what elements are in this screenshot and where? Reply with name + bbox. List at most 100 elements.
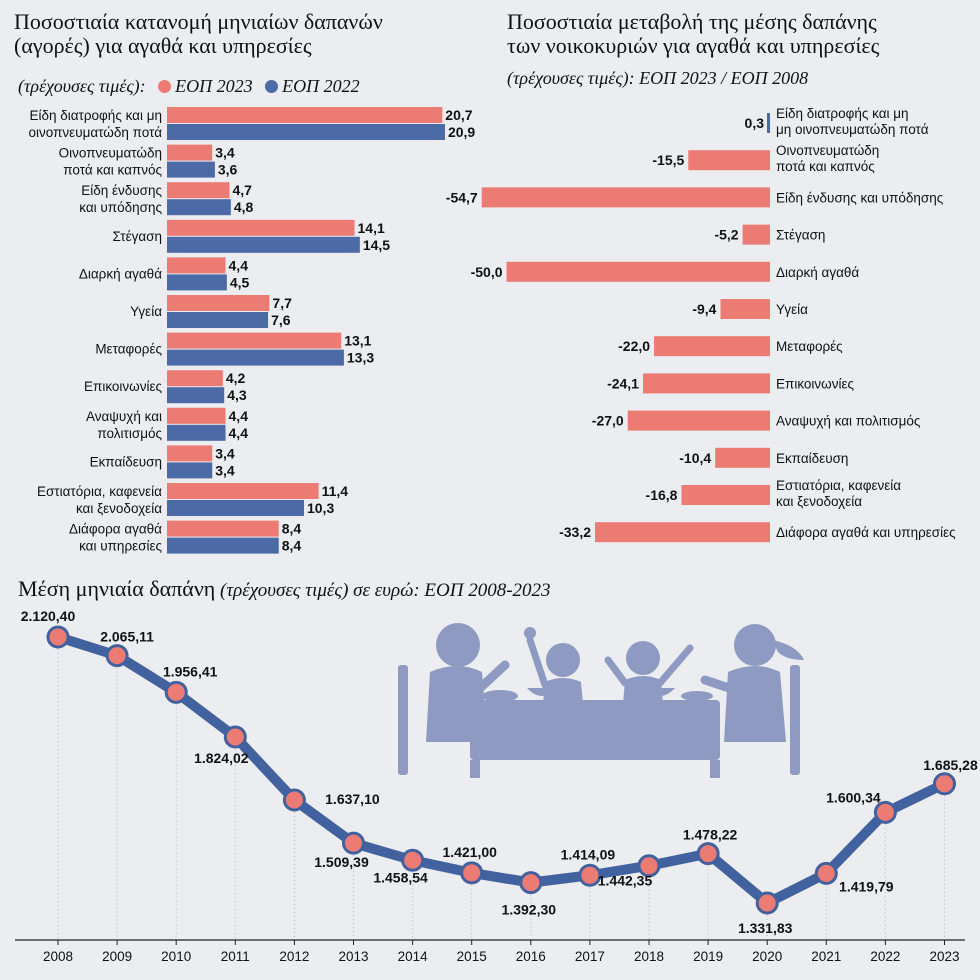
bar-2022-value-label: 3,6 [218, 162, 238, 178]
x-tick-label: 2019 [693, 949, 723, 964]
bar-2023 [167, 182, 230, 199]
bar-2023 [167, 370, 223, 387]
left-chart-title: Ποσοστιαία κατανομή μηνιαίων δαπανών (αγ… [14, 10, 383, 58]
data-point-label: 1.392,30 [502, 902, 557, 918]
data-point-label: 1.478,22 [683, 827, 738, 843]
right-chart-title: Ποσοστιαία μεταβολή της μέσης δαπάνης τω… [507, 10, 879, 58]
data-point-label: 1.637,10 [325, 791, 380, 807]
change-bar [627, 410, 770, 431]
change-bar [506, 261, 770, 282]
chair-left-icon [398, 665, 408, 775]
data-point-label: 1.509,39 [314, 854, 369, 870]
data-point-label: 1.824,02 [194, 750, 249, 766]
left-category-label: Μεταφορές [95, 342, 162, 357]
change-bar [681, 485, 770, 505]
x-tick-label: 2009 [102, 949, 132, 964]
data-point-marker [401, 848, 425, 872]
bar-2022-value-label: 10,3 [307, 500, 334, 516]
left-category-label: Υγεία [130, 304, 162, 319]
bar-2022-value-label: 14,5 [363, 237, 390, 253]
right-chart-title-line1: Ποσοστιαία μεταβολή της μέσης δαπάνης [507, 9, 877, 34]
data-point-marker [46, 625, 70, 649]
bar-2023-value-label: 13,1 [344, 333, 371, 349]
change-bar-value-label: -10,4 [679, 450, 711, 466]
bar-2023-value-label: 3,4 [215, 145, 235, 161]
x-tick-label: 2014 [398, 949, 429, 964]
bar-2023-value-label: 11,4 [322, 483, 349, 499]
data-point-marker [873, 800, 897, 824]
left-chart-title-line2: (αγορές) για αγαθά και υπηρεσίες [14, 33, 312, 58]
person-mother-body-icon [724, 666, 786, 742]
bar-2023-value-label: 4,7 [233, 182, 253, 198]
x-tick-label: 2013 [338, 949, 368, 964]
bar-2022-value-label: 3,4 [215, 462, 235, 478]
data-point-marker [755, 891, 779, 915]
left-category-label: Διάφορα αγαθά και υπηρεσίες [69, 522, 162, 554]
change-bar [688, 150, 770, 171]
bar-2023 [167, 219, 355, 236]
x-tick-label: 2023 [929, 949, 959, 964]
change-bar [715, 447, 770, 468]
bar-2022-value-label: 20,9 [448, 124, 475, 140]
bar-2022 [167, 462, 213, 479]
legend-2023-swatch [158, 80, 172, 93]
data-point-label: 1.331,83 [738, 920, 793, 936]
bar-2022-value-label: 4,3 [227, 387, 247, 403]
right-category-label: Διάφορα αγαθά και υπηρεσίες [776, 525, 956, 540]
bar-2023 [167, 107, 443, 123]
data-point-label: 1.600,34 [826, 789, 881, 805]
bar-2022-value-label: 4,8 [234, 199, 254, 215]
data-point-marker [933, 772, 956, 796]
right-chart-subtitle: (τρέχουσες τιμές): ΕΟΠ 2023 / ΕΟΠ 2008 [507, 68, 809, 88]
right-category-label: Υγεία [776, 302, 808, 317]
right-category-label: Διαρκή αγαθά [776, 265, 859, 280]
bar-2023 [167, 257, 226, 274]
bar-2023 [167, 407, 226, 424]
bottom-chart-title-main: Μέση μηνιαία δαπάνη [18, 576, 216, 601]
data-point-label: 2.120,40 [21, 608, 76, 624]
x-tick-label: 2018 [634, 949, 664, 964]
change-bar [481, 187, 770, 208]
data-point-label: 1.414,09 [561, 846, 616, 862]
data-point-marker [342, 831, 365, 855]
data-point-label: 1.685,28 [923, 757, 978, 773]
legend-2023-label: ΕΟΠ 2023 [175, 76, 253, 96]
data-point-marker [460, 861, 484, 885]
data-point-label: 1.419,79 [839, 878, 894, 894]
legend-2022-label: ΕΟΠ 2022 [282, 76, 360, 96]
bar-2022 [167, 537, 279, 554]
change-bar-value-label: -9,4 [692, 301, 716, 317]
data-point-marker [637, 854, 661, 878]
data-point-marker [164, 680, 188, 704]
left-category-label: Αναψυχή και πολιτισμός [86, 409, 163, 441]
bar-2023-value-label: 14,1 [358, 220, 385, 236]
x-tick-label: 2016 [516, 949, 546, 964]
bar-2023 [167, 520, 279, 537]
change-bar [595, 522, 770, 543]
bar-2022 [167, 349, 344, 366]
left-category-label: Εστιατόρια, καφενεία και ξενοδοχεία [37, 484, 162, 516]
x-tick-label: 2008 [43, 949, 73, 964]
x-tick-label: 2010 [161, 949, 191, 964]
change-bar-value-label: -33,2 [559, 524, 591, 540]
data-point-marker [519, 871, 543, 895]
bar-2023-value-label: 4,4 [229, 257, 249, 273]
data-point-marker [814, 861, 838, 885]
bar-2023-value-label: 7,7 [272, 295, 292, 311]
bar-2022 [167, 387, 225, 404]
bar-2023 [167, 144, 213, 161]
bar-2022 [167, 161, 215, 178]
data-point-marker [105, 644, 129, 668]
bar-2023-value-label: 8,4 [282, 521, 302, 537]
change-bar-value-label: -15,5 [652, 152, 684, 168]
right-chart-title-line2: των νοικοκυριών για αγαθά και υπηρεσίες [507, 33, 880, 58]
person-father-head-icon [436, 623, 480, 667]
bar-2022 [167, 124, 445, 140]
bar-2023 [167, 445, 213, 462]
left-chart-subtitle-text: (τρέχουσες τιμές): [18, 76, 146, 96]
bottom-chart-title-sub: (τρέχουσες τιμές) σε ευρώ: ΕΟΠ 2008-2023 [215, 580, 551, 601]
bar-2022-value-label: 8,4 [282, 538, 302, 554]
change-bar [767, 113, 770, 133]
